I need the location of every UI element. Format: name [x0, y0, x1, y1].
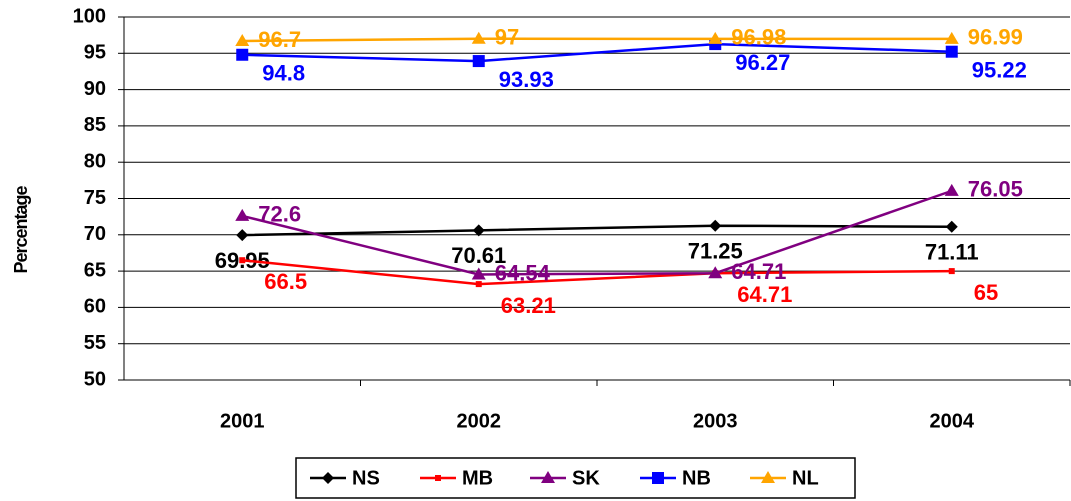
- data-label: 66.5: [264, 269, 307, 294]
- data-label: 96.99: [968, 25, 1023, 50]
- y-tick-label: 70: [84, 223, 106, 245]
- data-label: 71.25: [688, 239, 743, 264]
- marker: [236, 229, 249, 242]
- marker: [435, 475, 441, 481]
- legend-label: SK: [572, 467, 600, 489]
- data-label: 76.05: [968, 177, 1023, 202]
- marker: [948, 268, 955, 275]
- y-tick-label: 50: [84, 368, 106, 390]
- marker: [761, 471, 775, 483]
- data-label: 93.93: [499, 67, 554, 92]
- marker: [708, 266, 723, 279]
- data-label: 65: [974, 280, 998, 305]
- data-label: 64.71: [737, 282, 792, 307]
- data-label: 71.11: [925, 240, 979, 265]
- y-tick-label: 90: [84, 78, 106, 100]
- x-tick-label: 2003: [693, 410, 738, 432]
- data-label: 63.21: [501, 293, 556, 318]
- marker: [945, 45, 958, 58]
- data-label: 97: [495, 25, 519, 50]
- data-label: 96.27: [735, 50, 790, 75]
- marker: [322, 472, 334, 484]
- data-label: 64.71: [731, 259, 786, 284]
- y-tick-label: 60: [84, 296, 106, 318]
- marker: [541, 471, 555, 483]
- marker: [235, 33, 250, 46]
- marker: [709, 219, 722, 232]
- data-label: 96.7: [258, 27, 301, 52]
- data-label: 64.54: [495, 260, 551, 285]
- marker: [944, 31, 959, 44]
- y-axis-label: Percentage: [11, 185, 31, 273]
- data-label: 94.8: [262, 61, 305, 86]
- marker: [471, 31, 486, 44]
- y-tick-label: 80: [84, 150, 106, 172]
- y-tick-label: 75: [84, 187, 106, 209]
- series-line: [242, 37, 952, 43]
- y-tick-label: 95: [84, 42, 106, 64]
- marker: [652, 472, 664, 484]
- series-line: [242, 224, 952, 237]
- marker: [471, 267, 486, 280]
- marker: [472, 224, 485, 237]
- y-tick-label: 100: [73, 5, 106, 27]
- legend-label: NB: [682, 467, 711, 489]
- series-line: [241, 189, 953, 276]
- y-tick-label: 55: [84, 332, 106, 354]
- x-tick-label: 2004: [930, 410, 975, 432]
- marker: [236, 48, 249, 61]
- y-tick-label: 85: [84, 114, 106, 136]
- data-label: 96.98: [731, 25, 786, 50]
- marker: [235, 208, 250, 221]
- marker: [945, 220, 958, 233]
- y-tick-label: 65: [84, 259, 106, 281]
- marker: [708, 31, 723, 44]
- x-tick-label: 2001: [220, 410, 265, 432]
- data-label: 95.22: [972, 58, 1027, 83]
- legend-label: NS: [352, 467, 380, 489]
- marker: [475, 281, 482, 288]
- marker: [944, 183, 959, 196]
- legend-label: NL: [792, 467, 819, 489]
- marker: [472, 55, 485, 68]
- data-label: 70.61: [451, 243, 506, 268]
- marker: [239, 257, 246, 264]
- series-line: [242, 258, 952, 286]
- x-tick-label: 2002: [457, 410, 502, 432]
- data-label: 72.6: [258, 202, 301, 227]
- legend-label: MB: [462, 467, 493, 489]
- series-line: [242, 42, 952, 63]
